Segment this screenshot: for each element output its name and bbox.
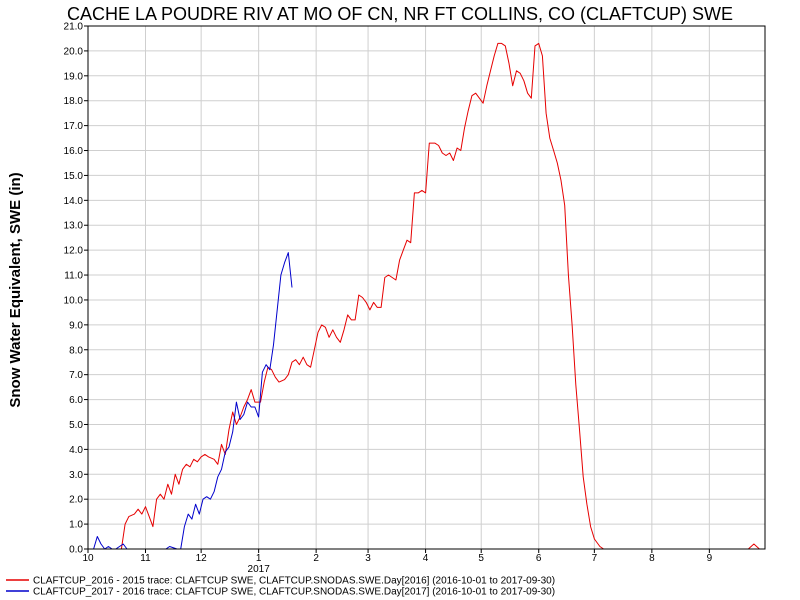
x-tick-label: 5 <box>478 553 484 564</box>
y-tick-label: 16.0 <box>64 146 84 157</box>
y-axis-ticks: 0.0 1.0 2.0 3.0 4.0 5.0 6.0 7.0 8.0 9.0 10.0 11.0 12… <box>64 22 88 556</box>
y-axis-label: Snow Water Equivalent, SWE (in) <box>7 172 24 407</box>
y-tick-label: 8.0 <box>69 345 83 356</box>
y-tick-label: 10.0 <box>64 295 84 306</box>
x-tick-label: 2 <box>313 553 319 564</box>
y-tick-label: 2.0 <box>69 495 83 506</box>
y-tick-label: 3.0 <box>69 470 83 481</box>
plot-frame <box>87 25 766 550</box>
chart-title: CACHE LA POUDRE RIV AT MO OF CN, NR FT C… <box>67 4 733 24</box>
x-tick-label: 3 <box>365 553 371 564</box>
x-tick-label: 7 <box>592 553 598 564</box>
x-axis-year-label: 2017 <box>248 564 271 575</box>
x-tick-label: 11 <box>140 553 151 564</box>
y-tick-label: 19.0 <box>64 71 84 82</box>
series-line-1 <box>88 42 760 550</box>
y-tick-label: 14.0 <box>64 196 84 207</box>
y-tick-label: 0.0 <box>69 545 83 556</box>
y-tick-label: 15.0 <box>64 171 84 182</box>
x-tick-label: 4 <box>423 553 429 564</box>
x-tick-label: 10 <box>82 553 94 564</box>
y-tick-label: 12.0 <box>64 246 84 257</box>
y-tick-label: 18.0 <box>64 96 84 107</box>
x-axis-ticks: 10 11 12 1 2 3 4 5 6 7 8 9 <box>82 549 713 564</box>
x-tick-label: 9 <box>707 553 713 564</box>
y-tick-label: 7.0 <box>69 370 83 381</box>
series-line-2 <box>88 252 293 550</box>
y-tick-label: 6.0 <box>69 395 83 406</box>
y-tick-label: 13.0 <box>64 221 84 232</box>
x-tick-label: 1 <box>256 553 262 564</box>
y-tick-label: 11.0 <box>64 271 83 282</box>
x-tick-label: 12 <box>196 553 208 564</box>
y-tick-label: 17.0 <box>64 121 84 132</box>
x-tick-label: 8 <box>649 553 655 564</box>
x-tick-label: 6 <box>536 553 542 564</box>
y-tick-label: 9.0 <box>69 320 83 331</box>
y-tick-label: 20.0 <box>64 46 84 57</box>
y-tick-label: 4.0 <box>69 445 83 456</box>
legend-label-1: CLAFTCUP_2016 - 2015 trace: CLAFTCUP SWE… <box>33 576 555 587</box>
plot-area-series <box>88 42 760 550</box>
legend-label-2: CLAFTCUP_2017 - 2016 trace: CLAFTCUP SWE… <box>33 587 555 598</box>
y-tick-label: 1.0 <box>69 520 83 531</box>
y-tick-label: 21.0 <box>64 22 84 33</box>
legend: CLAFTCUP_2016 - 2015 trace: CLAFTCUP SWE… <box>6 576 555 598</box>
y-tick-label: 5.0 <box>69 420 83 431</box>
